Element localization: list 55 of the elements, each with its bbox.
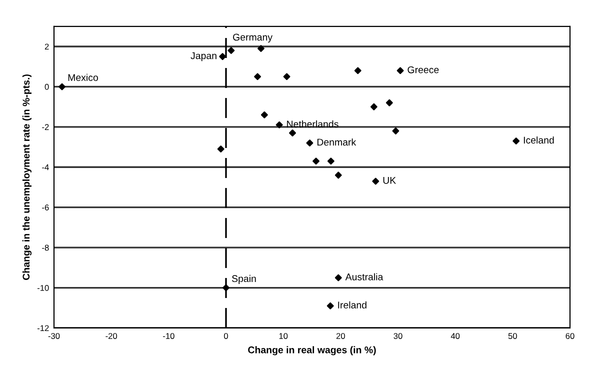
point bbox=[312, 158, 320, 165]
y-tick-label: -4 bbox=[42, 164, 49, 170]
point bbox=[283, 73, 290, 80]
point bbox=[354, 67, 362, 74]
annotation: Netherlands bbox=[287, 120, 338, 128]
point bbox=[258, 45, 264, 52]
y-tick-label: -10 bbox=[37, 284, 49, 291]
x-tick-label: -30 bbox=[48, 333, 60, 339]
point bbox=[222, 284, 230, 292]
point bbox=[334, 172, 342, 179]
point bbox=[326, 302, 334, 310]
annotation: Japan bbox=[190, 52, 216, 62]
y-tick-label: -6 bbox=[42, 204, 49, 210]
point bbox=[228, 47, 235, 54]
point bbox=[396, 67, 404, 74]
point bbox=[219, 53, 226, 60]
point bbox=[306, 140, 314, 146]
point bbox=[370, 103, 378, 110]
x-tick-label: -10 bbox=[163, 333, 174, 339]
y-tick-label: 0 bbox=[44, 84, 49, 90]
annotation: UK bbox=[383, 177, 396, 184]
point bbox=[392, 127, 400, 134]
annotation: Germany bbox=[233, 34, 273, 43]
annotation: Spain bbox=[232, 274, 256, 284]
annotation: Denmark bbox=[317, 138, 356, 146]
point bbox=[327, 158, 334, 165]
x-tick-label: 30 bbox=[394, 333, 402, 339]
y-tick-label: -12 bbox=[37, 325, 49, 332]
y-tick-label: 2 bbox=[44, 44, 49, 50]
annotation: Greece bbox=[408, 66, 439, 74]
x-tick-label: 0 bbox=[224, 333, 228, 339]
x-tick-label: 40 bbox=[450, 333, 460, 339]
point bbox=[512, 138, 520, 144]
point bbox=[254, 73, 262, 80]
annotation: Iceland bbox=[524, 136, 554, 144]
x-axis-title: Change in real wages (in %) bbox=[248, 346, 376, 356]
x-tick-label: -20 bbox=[106, 333, 118, 339]
point bbox=[386, 99, 393, 106]
point bbox=[217, 146, 224, 153]
point bbox=[372, 178, 380, 185]
point bbox=[276, 121, 283, 128]
point bbox=[289, 129, 296, 136]
y-tick-label: -8 bbox=[42, 244, 49, 251]
point bbox=[260, 111, 268, 118]
point bbox=[334, 274, 342, 282]
annotation: Mexico bbox=[68, 74, 98, 81]
annotation: Australia bbox=[345, 273, 384, 280]
y-axis-title: Change in the unemployment rate (in %-pts.) bbox=[22, 74, 32, 280]
x-tick-label: 50 bbox=[508, 333, 517, 339]
x-tick-label: 20 bbox=[336, 333, 345, 339]
y-tick-label: -2 bbox=[42, 124, 49, 130]
annotation: Ireland bbox=[338, 301, 366, 308]
x-tick-label: 10 bbox=[279, 333, 288, 339]
x-tick-label: 60 bbox=[566, 333, 574, 339]
point bbox=[58, 83, 66, 90]
